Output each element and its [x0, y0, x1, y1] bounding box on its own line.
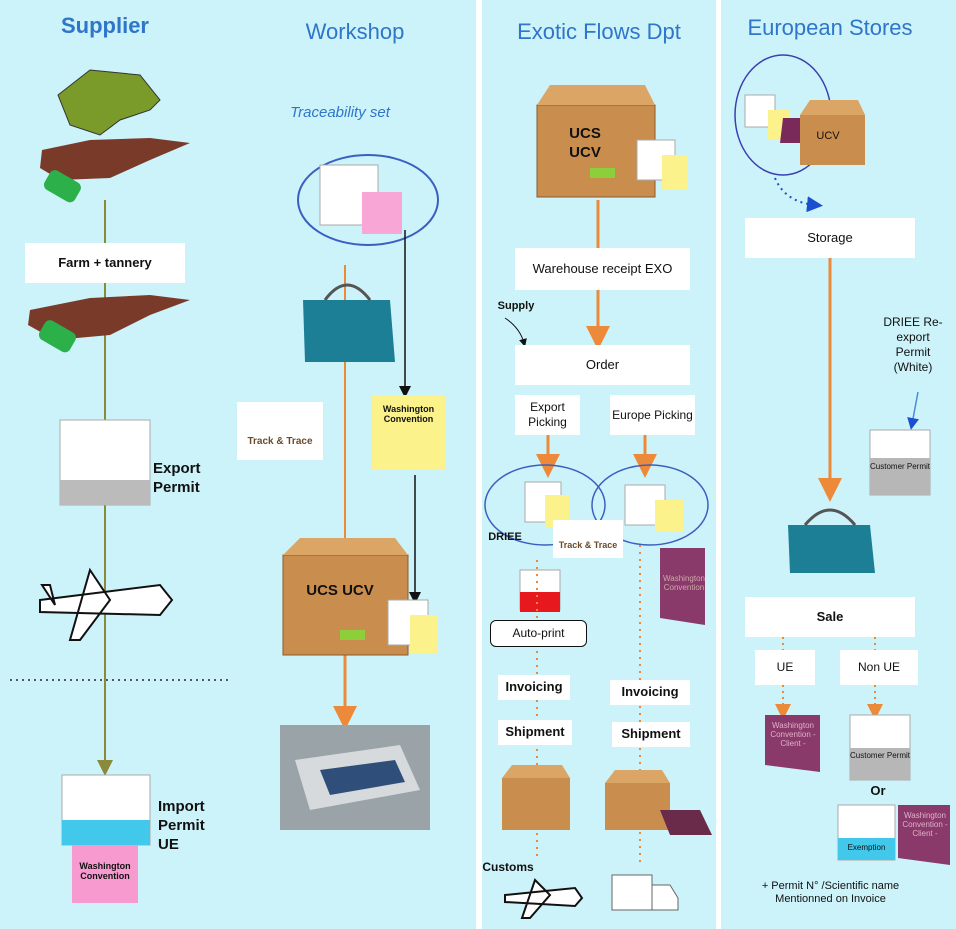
- box-lid: [537, 85, 655, 105]
- bag-icon: [788, 525, 875, 573]
- box-text: UCV: [808, 130, 848, 144]
- note-paper: [662, 155, 688, 190]
- process-step: Export Picking: [515, 395, 580, 435]
- note-text: Washington Convention - Client -: [899, 812, 951, 838]
- document-label: Import Permit UE: [158, 798, 218, 854]
- box-lid: [283, 538, 408, 555]
- process-step: Sale: [745, 597, 915, 637]
- logo-text: Track & Trace: [553, 540, 623, 551]
- note-text: Washington Convention: [372, 405, 445, 425]
- process-step: Storage: [745, 218, 915, 258]
- flow-label: Customs: [478, 860, 538, 875]
- process-step: Non UE: [840, 650, 918, 685]
- permit-band: [62, 820, 150, 845]
- bag-icon: [303, 300, 395, 362]
- note-paper: [362, 192, 402, 234]
- box-lid: [800, 100, 865, 115]
- box-icon: [605, 783, 670, 830]
- truck-icon: [612, 875, 652, 910]
- process-step: UE: [755, 650, 815, 685]
- process-step: Order: [515, 345, 690, 385]
- flow-label: Supply: [486, 300, 546, 314]
- note-text: Washington Convention: [660, 575, 708, 593]
- diagram: Supplier Farm + tannery Export Permit Im…: [0, 0, 956, 929]
- document-label: Exemption: [838, 844, 895, 853]
- note-text: Washington Convention - Client -: [766, 722, 820, 748]
- lane-title: European Stores: [740, 14, 920, 42]
- logo-text: Track & Trace: [237, 436, 323, 449]
- permit-band: [520, 592, 560, 612]
- box-label: [340, 630, 365, 640]
- box-text: UCS UCV: [300, 582, 380, 601]
- process-step: Invoicing: [610, 680, 690, 705]
- note-paper: [410, 615, 438, 653]
- document-label: Customer Permit: [850, 752, 910, 761]
- box-label: [590, 168, 615, 178]
- box-lid: [605, 770, 670, 783]
- subtitle: Traceability set: [260, 104, 420, 123]
- permit-band: [60, 480, 150, 505]
- document-label: DRIEE Re-export Permit (White): [878, 315, 948, 375]
- footnote: + Permit N° /Scientific name Mentionned …: [738, 880, 923, 906]
- lane-title: Supplier: [30, 12, 180, 40]
- process-step: Warehouse receipt EXO: [515, 248, 690, 290]
- process-step: Auto-print: [490, 620, 587, 647]
- note-paper: [655, 500, 683, 532]
- lane-title: Exotic Flows Dpt: [484, 18, 714, 46]
- logo: [553, 520, 623, 558]
- process-step: Shipment: [498, 720, 572, 745]
- note-text: Washington Convention: [74, 862, 136, 882]
- lane-title: Workshop: [270, 18, 440, 46]
- process-step: Invoicing: [498, 675, 570, 700]
- box-lid: [502, 765, 570, 778]
- document-label: DRIEE: [485, 531, 525, 545]
- or-label: Or: [863, 783, 893, 799]
- document-label: Export Permit: [153, 460, 223, 498]
- box-text: UCS UCV: [560, 125, 610, 163]
- process-step: Farm + tannery: [25, 243, 185, 283]
- document-label: Customer Permit: [870, 463, 930, 472]
- logo: [237, 402, 323, 460]
- box-icon: [502, 778, 570, 830]
- process-step: Shipment: [612, 722, 690, 747]
- process-step: Europe Picking: [610, 395, 695, 435]
